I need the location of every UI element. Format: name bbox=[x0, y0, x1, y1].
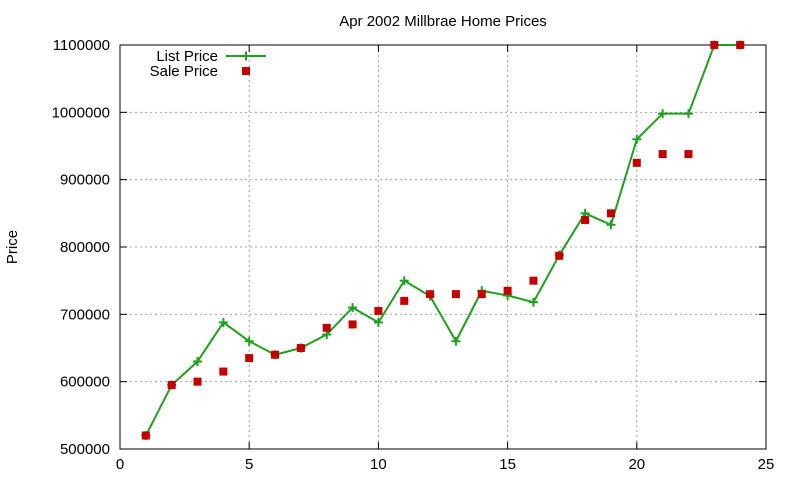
list-price-line bbox=[144, 44, 741, 436]
sale-price-point bbox=[632, 158, 641, 167]
sale-price-point bbox=[477, 290, 486, 299]
list-price-point bbox=[348, 303, 358, 313]
sale-price-point bbox=[141, 431, 150, 440]
sale-price-point bbox=[503, 286, 512, 295]
sale-price-point bbox=[529, 276, 538, 285]
list-price-point bbox=[683, 109, 693, 119]
sale-price-point bbox=[426, 290, 435, 299]
sale-price-point bbox=[710, 41, 719, 49]
y-tick-label: 1100000 bbox=[53, 37, 110, 54]
axis-ticks: 0 5 10 15 20 25 500000 600000 700000 800000 900000… bbox=[52, 37, 775, 473]
series-sale-price bbox=[141, 41, 745, 440]
y-tick-label: 500000 bbox=[60, 441, 110, 458]
sale-price-point bbox=[271, 350, 280, 359]
list-price-point bbox=[244, 336, 254, 346]
x-tick-label: 10 bbox=[370, 456, 387, 473]
data-series bbox=[141, 40, 745, 441]
legend-label-list-price: List Price bbox=[156, 48, 218, 65]
legend-symbol-sale-price bbox=[242, 67, 250, 75]
sale-price-point bbox=[322, 323, 331, 332]
sale-price-point bbox=[684, 150, 693, 159]
series-list-price bbox=[141, 40, 745, 441]
x-tick-label: 0 bbox=[116, 456, 124, 473]
y-axis-label: Price bbox=[4, 230, 21, 264]
sale-price-point bbox=[581, 216, 590, 225]
legend-label-sale-price: Sale Price bbox=[150, 63, 218, 80]
list-price-point bbox=[632, 134, 642, 144]
y-tick-label: 800000 bbox=[60, 239, 110, 256]
sale-price-point bbox=[736, 41, 745, 49]
y-tick-label: 600000 bbox=[60, 374, 110, 391]
legend-marker-sale-price bbox=[242, 67, 250, 75]
list-price-point bbox=[373, 317, 383, 327]
x-tick-label: 20 bbox=[628, 456, 645, 473]
sale-price-point bbox=[451, 290, 460, 299]
sale-price-point bbox=[400, 296, 409, 305]
list-price-point bbox=[658, 109, 668, 119]
list-price-point bbox=[606, 220, 616, 230]
legend-symbol-list-price bbox=[226, 51, 266, 61]
list-price-point bbox=[451, 336, 461, 346]
x-tick-label: 5 bbox=[245, 456, 253, 473]
grid-lines bbox=[120, 45, 766, 449]
list-price-point bbox=[528, 297, 538, 307]
x-tick-label: 25 bbox=[758, 456, 775, 473]
list-price-point bbox=[193, 356, 203, 366]
legend-marker-list-price bbox=[241, 51, 251, 61]
x-tick-label: 15 bbox=[499, 456, 516, 473]
sale-price-point bbox=[193, 377, 202, 386]
sale-price-point bbox=[374, 306, 383, 315]
list-price-point bbox=[399, 276, 409, 286]
list-price-point bbox=[218, 317, 228, 327]
sale-price-point bbox=[296, 344, 305, 352]
sale-price-point bbox=[219, 367, 228, 376]
sale-price-point bbox=[245, 354, 254, 363]
legend: List Price Sale Price bbox=[150, 48, 266, 80]
chart-title: Apr 2002 Millbrae Home Prices bbox=[339, 13, 547, 30]
y-tick-label: 1000000 bbox=[52, 104, 110, 121]
sale-price-point bbox=[555, 251, 564, 260]
y-tick-label: 700000 bbox=[60, 306, 110, 323]
sale-price-point bbox=[348, 320, 357, 329]
y-tick-label: 900000 bbox=[60, 172, 110, 189]
sale-price-point bbox=[658, 150, 667, 159]
sale-price-point bbox=[606, 209, 615, 218]
sale-price-point bbox=[167, 381, 176, 390]
